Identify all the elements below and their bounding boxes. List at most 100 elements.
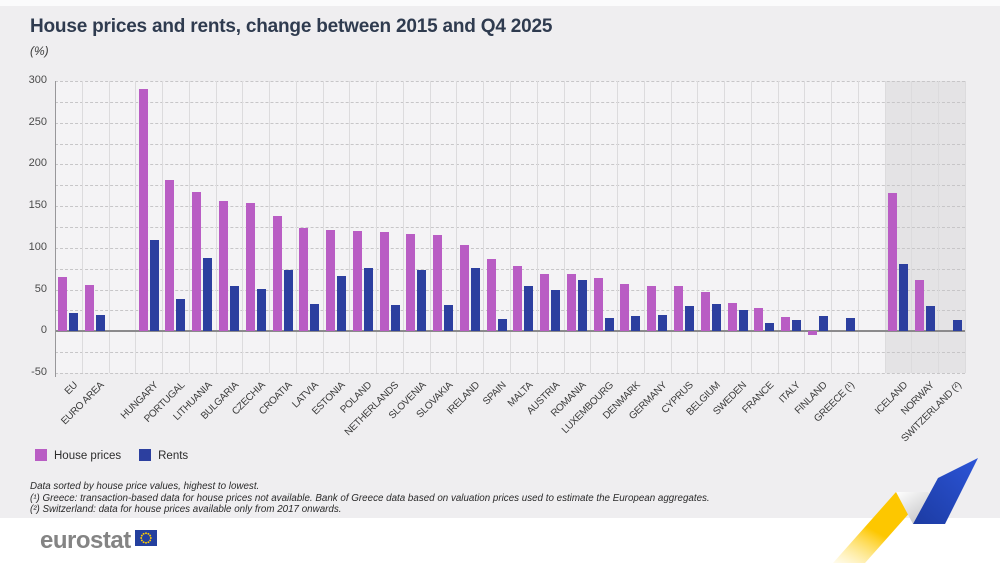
vertical-gridline <box>349 81 351 373</box>
house-prices-bar <box>218 201 228 332</box>
vertical-gridline <box>670 81 672 373</box>
rents-bar <box>229 286 239 332</box>
vertical-gridline <box>643 81 645 373</box>
house-prices-bar <box>647 286 657 332</box>
vertical-gridline <box>376 81 378 373</box>
house-prices-bar <box>486 258 496 332</box>
vertical-gridline <box>295 81 297 373</box>
house-prices-bar <box>513 266 523 332</box>
house-prices-bar <box>192 191 202 332</box>
eurostat-logo: eurostat <box>40 527 157 555</box>
house-prices-bar <box>138 89 148 332</box>
rents-bar <box>658 315 668 332</box>
vertical-gridline <box>269 81 271 373</box>
x-axis-label-text: SPAIN <box>480 380 509 408</box>
rents-bar <box>470 267 480 332</box>
y-tick-label: 0 <box>40 324 47 337</box>
rents-bar <box>390 304 400 332</box>
rents-bar <box>845 317 855 332</box>
vertical-gridline <box>777 81 779 373</box>
vertical-gridline <box>108 81 110 373</box>
x-axis-label-text: EU <box>62 380 81 398</box>
house-prices-bar <box>807 331 817 335</box>
vertical-gridline <box>563 81 565 373</box>
house-prices-bar <box>700 292 710 332</box>
house-prices-bar <box>406 233 416 332</box>
vertical-gridline <box>965 81 966 373</box>
vertical-gridline <box>483 81 485 373</box>
y-axis-line <box>55 81 56 377</box>
vertical-gridline <box>135 81 137 373</box>
legend-house-prices-label: House prices <box>54 450 122 462</box>
vertical-gridline <box>938 81 940 373</box>
rents-bar <box>524 286 534 332</box>
y-tick-label: 100 <box>28 240 47 253</box>
footnote-greece: (¹) Greece: transaction-based data for h… <box>30 492 710 504</box>
rents-bar <box>765 322 775 332</box>
rents-bar <box>203 257 213 332</box>
legend: House prices Rents <box>35 449 206 462</box>
y-tick-label: 50 <box>34 282 47 295</box>
rents-bar <box>283 270 293 332</box>
vertical-gridline <box>510 81 511 373</box>
house-prices-bar <box>379 232 389 332</box>
house-prices-bar <box>245 202 255 332</box>
rents-bar <box>363 267 373 332</box>
rents-bar <box>149 240 159 332</box>
vertical-gridline <box>188 81 190 373</box>
vertical-gridline <box>590 81 592 373</box>
footnote-switzerland: (²) Switzerland: data for house prices a… <box>30 504 342 515</box>
vertical-gridline <box>242 81 244 373</box>
house-prices-bar <box>272 216 282 332</box>
chart-title: House prices and rents, change between 2… <box>30 16 553 37</box>
house-prices-swatch <box>35 449 47 461</box>
house-prices-bar <box>165 180 175 332</box>
rents-swatch <box>139 449 152 461</box>
house-prices-bar <box>326 230 336 332</box>
eu-flag-icon <box>134 530 157 551</box>
house-prices-bar <box>566 273 576 332</box>
rents-bar <box>69 312 79 332</box>
vertical-gridline <box>429 81 431 373</box>
vertical-gridline <box>697 81 699 373</box>
zero-axis-line <box>55 330 965 333</box>
house-prices-bar <box>352 231 362 332</box>
rents-bar <box>444 305 454 332</box>
vertical-gridline <box>322 81 324 373</box>
rents-bar <box>952 319 962 332</box>
house-prices-bar <box>299 227 309 332</box>
rents-bar <box>925 306 935 332</box>
gridline--50 <box>55 373 965 374</box>
rents-bar <box>551 289 561 332</box>
house-prices-bar <box>593 277 603 332</box>
top-strip <box>0 0 1000 6</box>
house-prices-bar <box>754 307 764 332</box>
rents-bar <box>96 314 106 332</box>
vertical-gridline <box>81 81 83 373</box>
vertical-gridline <box>617 81 619 373</box>
vertical-gridline <box>884 81 886 373</box>
house-prices-bar <box>58 277 68 332</box>
vertical-gridline <box>536 81 538 373</box>
house-prices-bar <box>620 283 630 332</box>
eurostat-wordmark: eurostat <box>40 527 131 554</box>
rents-bar <box>176 298 186 332</box>
house-prices-bar <box>888 192 898 332</box>
vertical-gridline <box>857 81 859 373</box>
vertical-gridline <box>911 81 913 373</box>
house-prices-bar <box>85 284 95 332</box>
vertical-gridline <box>831 81 833 373</box>
rents-bar <box>604 317 614 332</box>
rents-bar <box>738 309 748 332</box>
rents-bar <box>899 263 909 332</box>
vertical-gridline <box>724 81 726 373</box>
house-prices-bar <box>433 235 443 332</box>
vertical-gridline <box>162 81 164 373</box>
y-tick-label: -50 <box>31 366 47 378</box>
rents-bar <box>631 316 641 332</box>
house-prices-bar <box>914 280 924 332</box>
house-prices-bar <box>459 245 469 332</box>
rents-bar <box>310 303 320 332</box>
rents-bar <box>792 319 802 332</box>
